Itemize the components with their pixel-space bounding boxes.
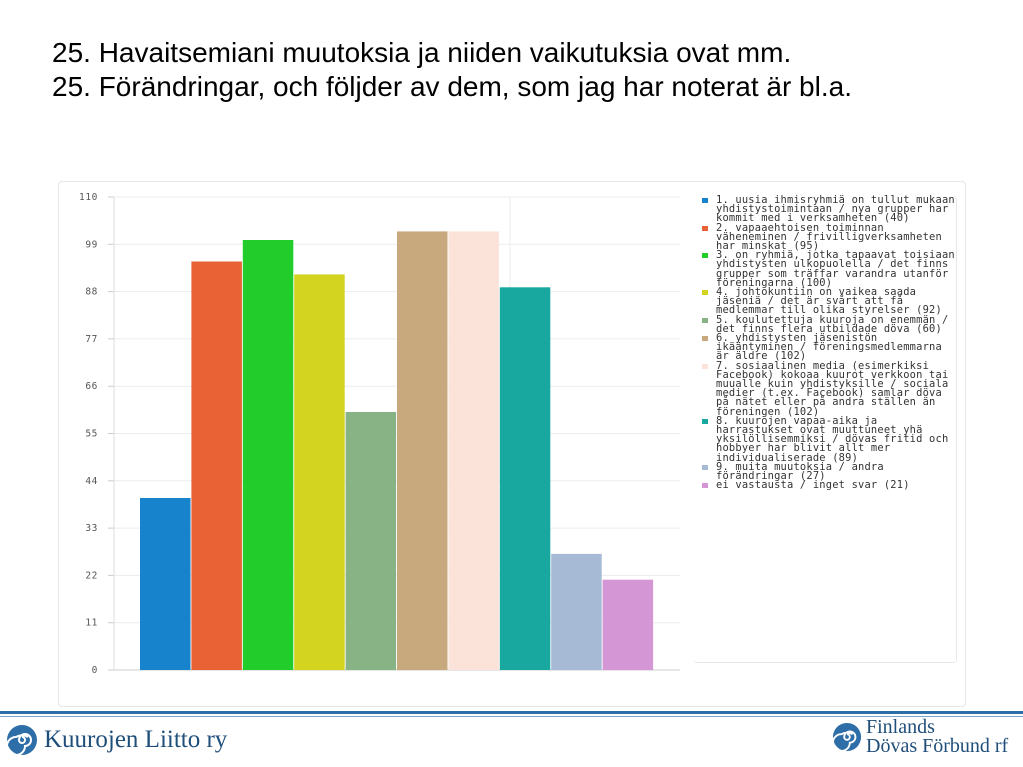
y-tick-label: 110	[79, 192, 98, 203]
legend-swatch	[702, 336, 708, 342]
legend-item: 7. sosiaalinen media (esimerkiksi Facebo…	[694, 359, 956, 418]
footer-rule-thin	[0, 716, 1023, 717]
bar-2	[191, 261, 242, 670]
legend-label: 6. yhdistysten jäsenistön ikääntyminen /…	[716, 332, 942, 363]
bar-10	[602, 579, 654, 670]
footer-rule	[0, 711, 1023, 714]
y-tick-label: 66	[85, 381, 98, 392]
legend-item: 9. muita muutoksia / andra förändringar …	[694, 460, 956, 483]
legend-swatch	[702, 483, 708, 489]
legend-swatch	[702, 198, 708, 203]
legend-item: 6. yhdistysten jäsenistön ikääntyminen /…	[694, 332, 956, 363]
title-line-finnish: 25. Havaitsemiani muutoksia ja niiden va…	[52, 37, 792, 68]
y-tick-label: 0	[92, 665, 98, 676]
bar-3	[242, 240, 294, 670]
bar-1	[140, 498, 191, 670]
legend-label: 2. vapaaehtoisen toiminnan väheneminen /…	[716, 221, 942, 253]
kuurojen-liitto-logo: Kuurojen Liitto ry	[6, 724, 227, 756]
legend-label: 7. sosiaalinen media (esimerkiksi Facebo…	[716, 359, 949, 418]
y-tick-label: 33	[85, 523, 98, 534]
spiral-logo-icon-right	[832, 722, 862, 752]
y-tick-label: 22	[85, 570, 98, 581]
legend-swatch	[702, 464, 708, 470]
legend-swatch	[702, 290, 708, 296]
legend-label: 3. on ryhmiä, jotka tapaavat toisiaan yh…	[716, 249, 955, 289]
bar-7	[448, 231, 499, 670]
legend-label: 8. kuurojen vapaa-aika ja harrastukset o…	[716, 414, 949, 464]
title-line-swedish: 25. Förändringar, och följder av dem, so…	[52, 71, 852, 102]
legend-item: 4. johtokuntiin on vaikea saada jäseniä …	[694, 286, 956, 317]
legend-swatch	[702, 225, 708, 231]
legend-swatch	[702, 253, 708, 259]
legend-label: ei vastausta / inget svar (21)	[716, 479, 910, 492]
bar-6	[397, 231, 448, 670]
legend-item: 3. on ryhmiä, jotka tapaavat toisiaan yh…	[694, 249, 956, 289]
chart-legend: 1. uusia ihmisryhmiä on tullut mukaan yh…	[694, 194, 957, 663]
y-tick-label: 44	[85, 476, 98, 487]
legend-item: 2. vapaaehtoisen toiminnan väheneminen /…	[694, 221, 956, 253]
bar-9	[551, 553, 602, 670]
legend-item: 1. uusia ihmisryhmiä on tullut mukaan yh…	[694, 194, 956, 225]
y-tick-label: 11	[85, 618, 98, 629]
bar-5	[345, 412, 397, 670]
spiral-logo-icon	[6, 725, 37, 756]
legend-swatch	[702, 317, 708, 323]
legend-item: 5. koulutettuja kuuroja on enemmän / det…	[694, 313, 956, 335]
legend-label: 9. muita muutoksia / andra förändringar …	[716, 460, 884, 483]
finlands-dovas-forbund-logo: Finlands Dövas Förbund rf	[832, 716, 1009, 757]
y-tick-label: 55	[85, 429, 98, 440]
legend-swatch	[702, 363, 708, 369]
legend-item: 8. kuurojen vapaa-aika ja harrastukset o…	[694, 414, 956, 464]
legend-label: 5. koulutettuja kuuroja on enemmän / det…	[716, 313, 949, 335]
y-tick-label: 88	[85, 287, 98, 298]
legend-swatch	[702, 418, 708, 424]
left-logo-text: Kuurojen Liitto ry	[44, 726, 228, 753]
right-logo-line2: Dövas Förbund rf	[866, 735, 1009, 757]
bar-4	[294, 274, 345, 670]
slide-title: 25. Havaitsemiani muutoksia ja niiden va…	[52, 36, 1012, 104]
legend-item: ei vastausta / inget svar (21)	[694, 479, 956, 492]
y-tick-label: 77	[85, 334, 98, 345]
legend-label: 1. uusia ihmisryhmiä on tullut mukaan yh…	[716, 194, 955, 225]
y-tick-label: 99	[85, 239, 98, 250]
legend-label: 4. johtokuntiin on vaikea saada jäseniä …	[716, 286, 942, 317]
bar-8	[499, 287, 551, 670]
right-logo-line1: Finlands	[866, 716, 935, 738]
